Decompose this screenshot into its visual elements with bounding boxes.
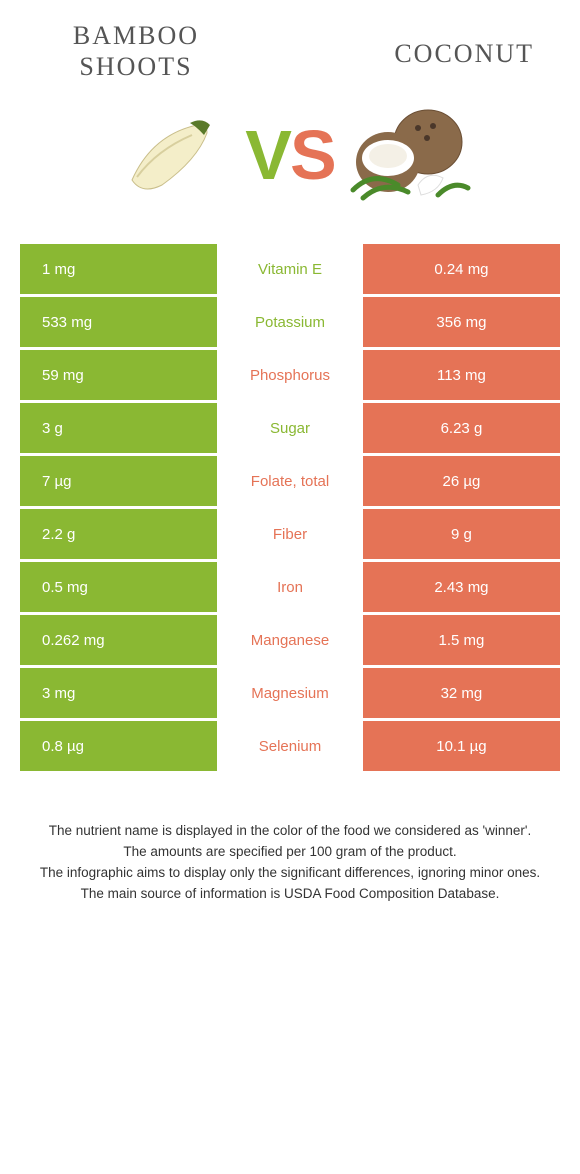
right-value: 2.43 mg: [363, 562, 560, 612]
bamboo-image: [107, 100, 237, 210]
right-value: 10.1 µg: [363, 721, 560, 771]
vs-row: VS: [16, 100, 564, 210]
table-row: 7 µgFolate, total26 µg: [20, 456, 560, 506]
left-value: 0.5 mg: [20, 562, 217, 612]
nutrient-label: Magnesium: [217, 668, 363, 718]
right-value: 6.23 g: [363, 403, 560, 453]
table-row: 0.8 µgSelenium10.1 µg: [20, 721, 560, 771]
right-value: 113 mg: [363, 350, 560, 400]
nutrient-label: Iron: [217, 562, 363, 612]
vs-s-letter: S: [290, 116, 335, 194]
left-value: 533 mg: [20, 297, 217, 347]
header: BAMBOO SHOOTS COCONUT: [16, 20, 564, 90]
nutrient-label: Selenium: [217, 721, 363, 771]
table-row: 3 mgMagnesium32 mg: [20, 668, 560, 718]
footer-line-4: The main source of information is USDA F…: [32, 884, 548, 905]
nutrient-label: Vitamin E: [217, 244, 363, 294]
right-value: 356 mg: [363, 297, 560, 347]
table-row: 3 gSugar6.23 g: [20, 403, 560, 453]
left-value: 1 mg: [20, 244, 217, 294]
table-row: 0.262 mgManganese1.5 mg: [20, 615, 560, 665]
left-value: 0.8 µg: [20, 721, 217, 771]
right-value: 1.5 mg: [363, 615, 560, 665]
right-value: 0.24 mg: [363, 244, 560, 294]
table-row: 2.2 gFiber9 g: [20, 509, 560, 559]
right-value: 32 mg: [363, 668, 560, 718]
footer-notes: The nutrient name is displayed in the co…: [16, 821, 564, 905]
right-food-title: COCONUT: [314, 38, 534, 69]
vs-v-letter: V: [245, 116, 290, 194]
footer-line-2: The amounts are specified per 100 gram o…: [32, 842, 548, 863]
footer-line-3: The infographic aims to display only the…: [32, 863, 548, 884]
table-row: 59 mgPhosphorus113 mg: [20, 350, 560, 400]
nutrient-label: Folate, total: [217, 456, 363, 506]
nutrient-label: Fiber: [217, 509, 363, 559]
nutrient-label: Phosphorus: [217, 350, 363, 400]
left-value: 59 mg: [20, 350, 217, 400]
nutrient-label: Sugar: [217, 403, 363, 453]
nutrient-label: Manganese: [217, 615, 363, 665]
table-row: 1 mgVitamin E0.24 mg: [20, 244, 560, 294]
nutrient-label: Potassium: [217, 297, 363, 347]
left-food-title: BAMBOO SHOOTS: [46, 20, 226, 82]
footer-line-1: The nutrient name is displayed in the co…: [32, 821, 548, 842]
table-row: 0.5 mgIron2.43 mg: [20, 562, 560, 612]
left-value: 3 mg: [20, 668, 217, 718]
left-value: 7 µg: [20, 456, 217, 506]
left-value: 2.2 g: [20, 509, 217, 559]
comparison-table: 1 mgVitamin E0.24 mg533 mgPotassium356 m…: [16, 244, 564, 771]
coconut-image: [343, 100, 473, 210]
table-row: 533 mgPotassium356 mg: [20, 297, 560, 347]
left-value: 0.262 mg: [20, 615, 217, 665]
left-value: 3 g: [20, 403, 217, 453]
right-value: 9 g: [363, 509, 560, 559]
infographic-container: BAMBOO SHOOTS COCONUT VS: [0, 0, 580, 915]
vs-label: VS: [245, 115, 334, 195]
right-value: 26 µg: [363, 456, 560, 506]
